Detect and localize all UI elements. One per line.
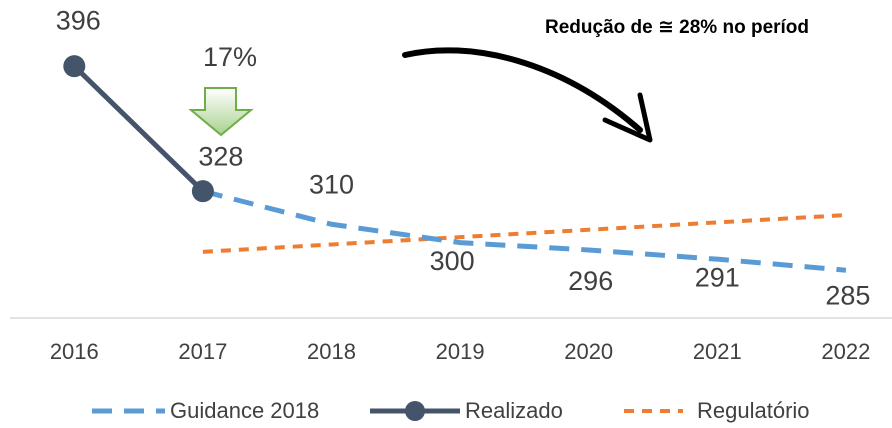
x-tick-label: 2019: [436, 339, 485, 364]
point: [191, 180, 214, 203]
data-label: 328: [198, 141, 243, 171]
arrow-head: [602, 92, 653, 143]
series-line: [72, 64, 205, 193]
legend-label: Regulatório: [697, 398, 810, 423]
annotation: Redução de ≅ 28% no períod: [545, 17, 809, 38]
down-arrow: [188, 87, 254, 137]
x-tick-label: 2018: [307, 339, 356, 364]
legend-label: Guidance 2018: [170, 398, 319, 423]
point: [63, 55, 86, 78]
data-label: 296: [568, 266, 613, 296]
x-tick-label: 2022: [821, 339, 870, 364]
x-tick-label: 2016: [50, 339, 99, 364]
legend-marker: [405, 401, 425, 421]
annotation: 17%: [203, 42, 257, 72]
x-tick-label: 2020: [564, 339, 613, 364]
curved-arrow: [402, 47, 643, 133]
data-label: 291: [695, 262, 740, 292]
x-tick-label: 2017: [178, 339, 227, 364]
data-label: 310: [309, 169, 354, 199]
data-label: 285: [825, 280, 870, 310]
series-line: [202, 188, 847, 273]
data-label: 300: [430, 246, 475, 276]
data-label: 396: [56, 5, 101, 35]
x-tick-label: 2021: [693, 339, 742, 364]
legend-label: Realizado: [465, 398, 563, 423]
